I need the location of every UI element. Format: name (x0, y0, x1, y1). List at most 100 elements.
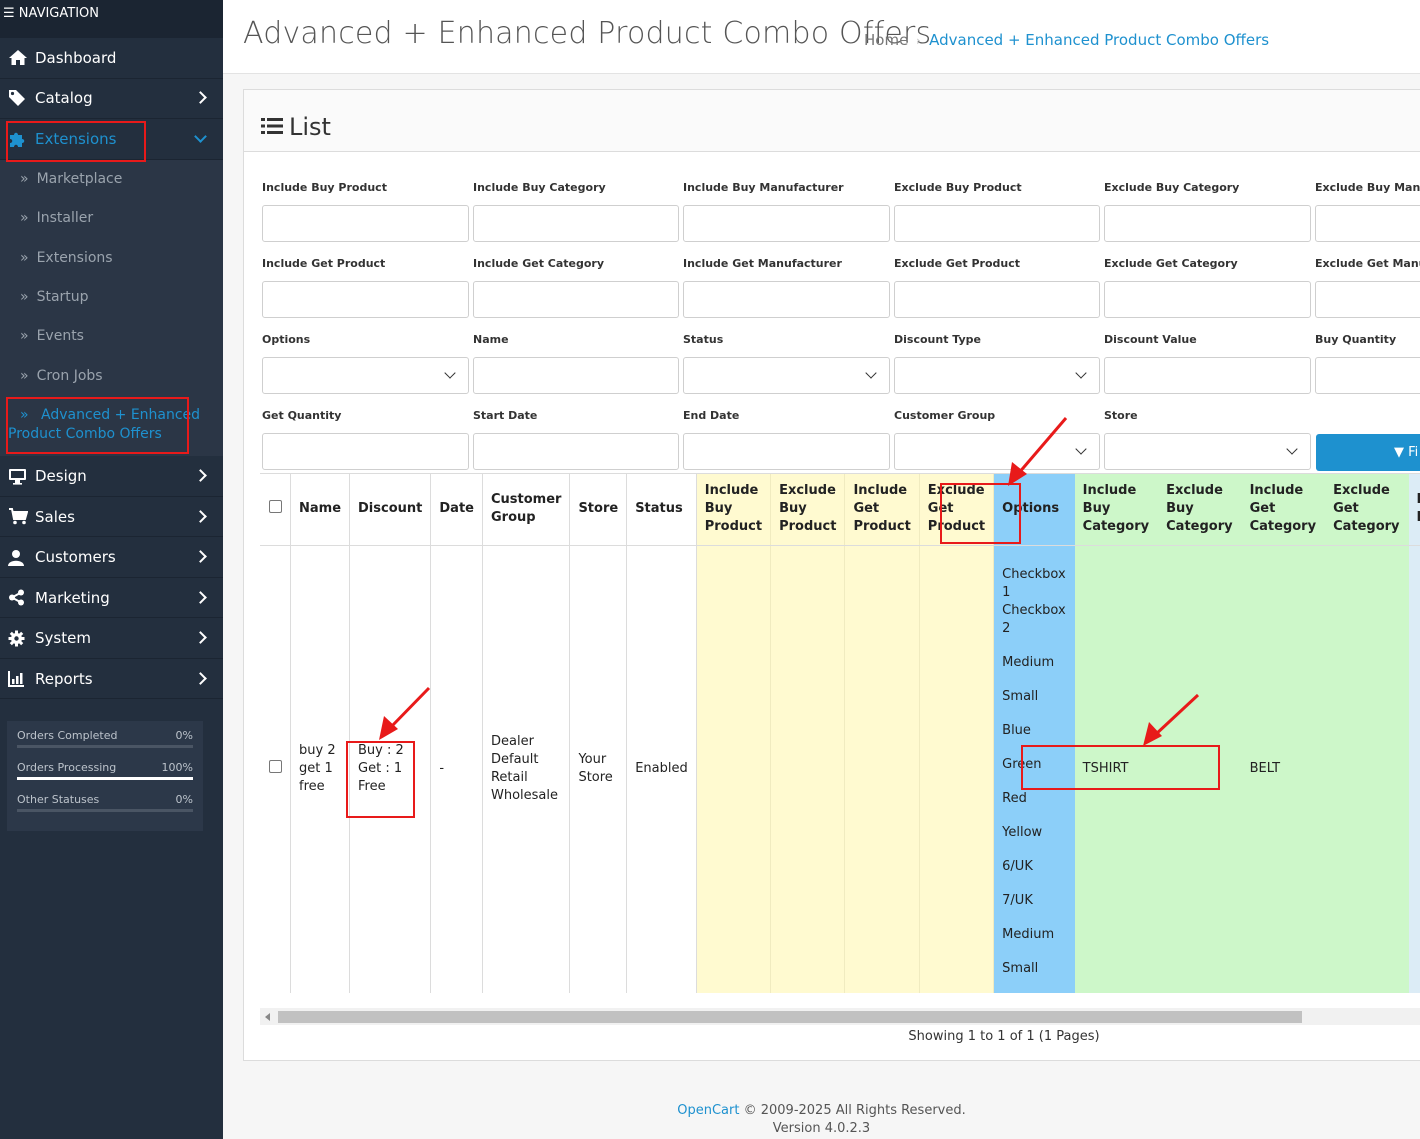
horizontal-scrollbar[interactable] (260, 1008, 1420, 1025)
sidebar-item-reports[interactable]: Reports (0, 659, 223, 700)
filter-label: Discount Value (1104, 333, 1197, 346)
chevron-right-icon (194, 671, 207, 685)
submenu-item-cron-jobs[interactable]: » Cron Jobs (20, 367, 103, 384)
include-buy-manufacturer-input[interactable] (683, 205, 890, 242)
submenu-item-events[interactable]: » Events (20, 328, 84, 345)
column-header[interactable]: Store (569, 474, 628, 546)
stat-other-statuses: Other Statuses 0% (17, 793, 193, 812)
cell-store: Your Store (569, 545, 628, 993)
sidebar-item-sales[interactable]: Sales (0, 497, 223, 538)
exclude-buy-category-input[interactable] (1104, 205, 1311, 242)
include-get-product-input[interactable] (262, 281, 469, 318)
sidebar-item-design[interactable]: Design (0, 456, 223, 497)
get-quantity-input[interactable] (262, 433, 469, 470)
table-header-row: Name Discount Date Customer Group Store … (260, 474, 1420, 546)
select-all-checkbox[interactable] (269, 499, 282, 513)
submenu-item-combo-offers[interactable]: » Advanced + Enhanced Product Combo Offe… (8, 407, 201, 443)
sidebar-item-system[interactable]: System (0, 618, 223, 659)
include-get-category-input[interactable] (473, 281, 679, 318)
column-header[interactable]: Discount (349, 474, 432, 546)
column-header[interactable]: Include Buy Category (1074, 474, 1159, 546)
column-header[interactable]: Include Get Product (844, 474, 920, 546)
exclude-get-category-input[interactable] (1104, 281, 1311, 318)
include-buy-product-input[interactable] (262, 205, 469, 242)
breadcrumb-separator-icon: › (916, 34, 922, 48)
filter-label: Include Buy Category (473, 181, 606, 194)
filter-label: Exclude Get Product (894, 257, 1021, 270)
discount-value-input[interactable] (1104, 357, 1311, 394)
sidebar-item-label: Dashboard (35, 48, 117, 67)
filter-label: Exclude Buy Category (1104, 181, 1240, 194)
row-select-cell (260, 545, 291, 993)
column-header[interactable]: Include Buy Manufacturer (1408, 474, 1420, 546)
store-select[interactable] (1104, 433, 1311, 470)
sidebar-item-label: Customers (35, 548, 116, 567)
combo-offers-table: Name Discount Date Customer Group Store … (260, 474, 1420, 993)
include-buy-category-input[interactable] (473, 205, 679, 242)
column-header[interactable]: Exclude Buy Category (1157, 474, 1242, 546)
exclude-get-manufacturer-input[interactable] (1315, 281, 1420, 318)
exclude-buy-product-input[interactable] (894, 205, 1100, 242)
exclude-get-product-input[interactable] (894, 281, 1100, 318)
column-header[interactable]: Options (993, 474, 1075, 546)
column-header[interactable]: Exclude Get Category (1324, 474, 1409, 546)
sidebar-item-extensions[interactable]: Extensions (0, 119, 223, 160)
submenu-item-extensions[interactable]: » Extensions (20, 249, 113, 266)
card-title: List (289, 112, 331, 141)
column-header[interactable]: Exclude Buy Product (770, 474, 846, 546)
sidebar-item-label: Marketing (35, 588, 110, 607)
column-header[interactable]: Exclude Get Product (919, 474, 995, 546)
scroll-left-icon[interactable] (265, 1013, 270, 1021)
customer-group-select[interactable] (894, 433, 1100, 470)
cell-exclude-get-category (1324, 545, 1409, 993)
cell-date: - (430, 545, 483, 993)
tag-icon (8, 89, 30, 107)
filter-button-label: Fi (1408, 445, 1419, 460)
submenu-item-marketplace[interactable]: » Marketplace (20, 171, 123, 188)
filter-button[interactable]: ▼ Fi (1316, 434, 1420, 471)
version-text: Version 4.0.2.3 (772, 1121, 871, 1136)
filter-label: Options (262, 333, 311, 346)
cell-include-buy-manufacturer (1408, 545, 1420, 993)
progress-bar (17, 809, 193, 812)
submenu-item-startup[interactable]: » Startup (20, 289, 89, 306)
filter-label: Start Date (473, 409, 538, 422)
sidebar-item-dashboard[interactable]: Dashboard (0, 38, 223, 79)
buy-quantity-input[interactable] (1315, 357, 1420, 394)
breadcrumb-current[interactable]: Advanced + Enhanced Product Combo Offers (929, 31, 1270, 49)
sidebar-item-customers[interactable]: Customers (0, 537, 223, 578)
end-date-input[interactable] (683, 433, 890, 470)
chevron-right-icon (194, 509, 207, 523)
sidebar-item-catalog[interactable]: Catalog (0, 79, 223, 119)
navigation-header[interactable]: ☰ NAVIGATION (0, 0, 223, 38)
start-date-input[interactable] (473, 433, 679, 470)
opencart-link[interactable]: OpenCart (677, 1103, 740, 1118)
cell-options: Checkbox 1 Checkbox 2 Medium Small Blue … (993, 545, 1075, 993)
column-header[interactable]: Include Buy Product (696, 474, 772, 546)
column-header[interactable]: Date (430, 474, 483, 546)
include-get-manufacturer-input[interactable] (683, 281, 890, 318)
name-input[interactable] (473, 357, 679, 394)
progress-bar (17, 745, 193, 748)
filter-label: Include Get Category (473, 257, 605, 270)
filter-label: Get Quantity (262, 409, 342, 422)
sidebar-item-label: System (35, 629, 91, 648)
column-header[interactable]: Include Get Category (1241, 474, 1326, 546)
status-select[interactable] (683, 357, 890, 394)
progress-fill (17, 777, 193, 780)
options-select[interactable] (262, 357, 469, 394)
column-header[interactable]: Status (626, 474, 697, 546)
cell-exclude-buy-product (770, 545, 846, 993)
scrollbar-thumb[interactable] (278, 1011, 1302, 1023)
select-all-cell (260, 474, 291, 546)
sidebar-item-marketing[interactable]: Marketing (0, 578, 223, 619)
exclude-buy-manufacturer-input[interactable] (1315, 205, 1420, 242)
filter-label: Include Buy Manufacturer (683, 181, 844, 194)
submenu-item-installer[interactable]: » Installer (20, 210, 94, 227)
list-card: List Include Buy Product Include Buy Cat… (243, 89, 1420, 1061)
column-header[interactable]: Customer Group (482, 474, 571, 546)
breadcrumb-home[interactable]: Home (864, 31, 909, 49)
column-header[interactable]: Name (290, 474, 351, 546)
discount-type-select[interactable] (894, 357, 1100, 394)
row-checkbox[interactable] (269, 759, 282, 773)
